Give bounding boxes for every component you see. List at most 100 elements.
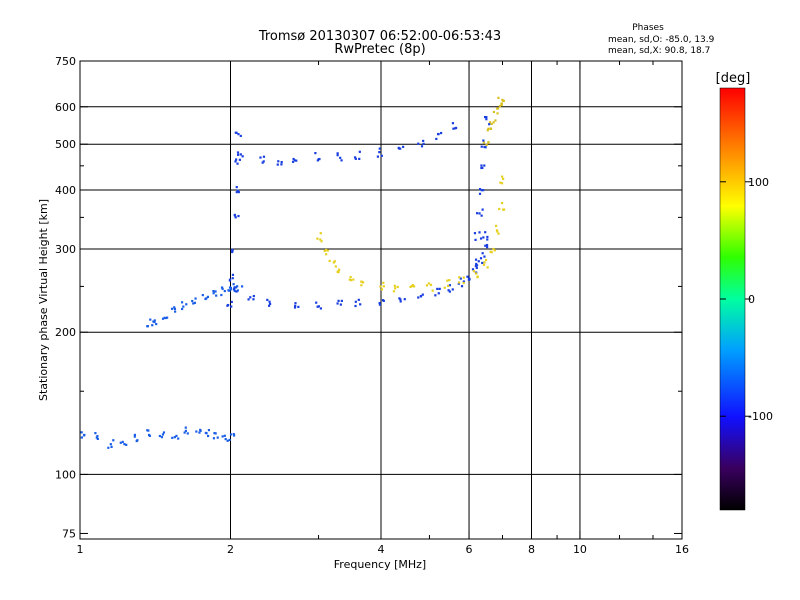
data-point-o_low_trace: [229, 433, 233, 436]
data-point-o_vertical: [473, 232, 477, 235]
data-point-o_f2_trace: [468, 278, 471, 281]
data-point-o_low_trace: [171, 436, 174, 439]
data-point-o_f1_layer: [212, 292, 215, 295]
data-point-o_f2_trace: [317, 305, 320, 308]
data-point-o_high_trace: [358, 150, 361, 153]
data-point-o_low_trace: [162, 431, 166, 434]
data-point-o_cusp: [234, 160, 237, 163]
data-point-o_f1_layer: [229, 288, 232, 291]
data-point-o_f2_trace: [419, 295, 422, 298]
data-point-o_vertical: [475, 264, 479, 267]
data-point-o_cusp: [236, 189, 239, 192]
data-point-o_high_trace: [318, 157, 321, 161]
data-point-x_f2_trace: [380, 288, 384, 291]
data-point-o_f1_layer: [215, 294, 218, 297]
data-point-o_low_trace: [204, 431, 207, 435]
data-point-o_f1_layer: [173, 307, 177, 311]
data-point-x_f2_trace: [320, 240, 323, 243]
data-point-x_f2_trace: [316, 237, 319, 240]
data-point-o_high_trace: [292, 157, 295, 161]
data-point-x_f2_trace: [462, 276, 465, 279]
data-point-o_cusp: [231, 250, 234, 254]
data-point-x_upper_trace: [498, 105, 502, 108]
data-point-x_f2_trace: [319, 232, 322, 235]
data-point-o_high_trace: [259, 156, 262, 159]
data-point-o_f2_trace: [233, 287, 236, 290]
data-point-x_f2_trace: [427, 282, 430, 285]
data-point-o_f2_trace: [417, 296, 420, 299]
data-point-o_cusp: [237, 190, 240, 194]
data-point-x_f2_trace: [379, 285, 382, 288]
data-point-x_upper_trace: [496, 107, 500, 110]
data-point-x_upper_trace: [485, 143, 488, 147]
data-point-o_low_trace: [94, 432, 97, 435]
data-point-o_low_trace: [96, 435, 99, 438]
data-point-o_low_trace: [125, 443, 128, 446]
data-point-x_f2_trace: [360, 284, 363, 287]
data-point-o_high_trace: [353, 156, 357, 159]
data-point-o_f1_layer: [174, 310, 177, 313]
data-point-o_f1_layer: [185, 303, 188, 306]
data-point-o_f1_layer: [229, 286, 232, 290]
data-point-o_low_trace: [175, 434, 178, 438]
data-point-o_f1_layer: [151, 324, 154, 327]
data-point-x_f2_trace: [382, 281, 385, 284]
data-point-o_high_trace: [380, 154, 383, 157]
data-point-o_cusp: [239, 134, 242, 138]
data-point-o_f2_trace: [477, 260, 480, 263]
data-point-o_high_trace: [236, 151, 240, 154]
data-point-o_f2_trace: [399, 300, 402, 303]
data-point-x_f2_trace: [493, 249, 496, 252]
data-point-o_f2_trace: [448, 284, 452, 287]
data-point-x_f2_trace: [382, 285, 385, 288]
data-point-o_f2_trace: [481, 261, 484, 265]
data-point-o_vertical: [475, 262, 478, 266]
chart-subtitle: RwPretec (8p): [334, 42, 425, 57]
data-point-o_f2_trace: [483, 255, 486, 258]
data-point-o_f2_trace: [448, 290, 451, 293]
data-point-x_upper_trace: [487, 127, 490, 130]
data-point-o_f2_trace: [484, 231, 487, 234]
data-point-o_f2_trace: [459, 277, 462, 280]
data-point-o_f2_trace: [466, 275, 469, 278]
data-point-o_f2_trace: [485, 245, 489, 249]
data-point-o_f1_layer: [164, 316, 168, 320]
data-point-o_f1_layer: [155, 322, 158, 326]
data-point-o_f2_trace: [235, 290, 238, 293]
data-point-o_cusp: [234, 131, 237, 134]
data-point-o_f1_layer: [153, 320, 156, 324]
data-point-x_f2_trace: [361, 281, 365, 284]
data-point-x_upper_trace: [497, 96, 500, 99]
x-tick-label: 2: [227, 543, 234, 556]
data-point-x_f2_trace: [336, 270, 339, 274]
data-point-x_upper_trace: [490, 122, 493, 125]
data-point-x_f2_trace: [325, 253, 328, 256]
data-point-o_cusp: [231, 273, 235, 276]
data-point-x_f2_trace: [333, 260, 336, 263]
data-point-o_high_trace: [295, 159, 298, 162]
data-point-x_f2_trace: [429, 283, 433, 286]
data-point-o_f1_layer: [205, 297, 208, 300]
data-point-o_high_trace: [451, 122, 455, 125]
data-point-o_low_trace: [147, 429, 150, 432]
data-point-o_f1_layer: [232, 283, 235, 286]
data-point-o_f1_layer: [223, 289, 226, 293]
x-tick-label: 1: [77, 543, 84, 556]
data-point-o_high_trace: [336, 152, 339, 155]
data-point-o_low_trace: [183, 431, 186, 434]
data-point-o_high_trace: [291, 160, 295, 163]
data-point-x_f2_trace: [349, 279, 353, 282]
data-point-o_f1_layer: [149, 318, 152, 321]
data-point-o_f2_trace: [485, 243, 489, 247]
colorbar-tick-label: 0: [748, 293, 755, 306]
data-point-o_low_trace: [226, 439, 229, 442]
x-axis-label: Frequency [MHz]: [334, 558, 426, 571]
data-point-o_f2_trace: [438, 287, 441, 290]
data-point-o_f1_layer: [173, 306, 176, 309]
data-point-o_high_trace: [241, 155, 244, 158]
data-point-o_low_trace: [177, 437, 180, 440]
chart-title: Tromsø 20130307 06:52:00-06:53:43: [258, 29, 501, 44]
data-point-x_f2_trace: [458, 281, 461, 284]
data-point-o_f1_layer: [180, 301, 184, 304]
data-point-o_low_trace: [109, 443, 112, 446]
